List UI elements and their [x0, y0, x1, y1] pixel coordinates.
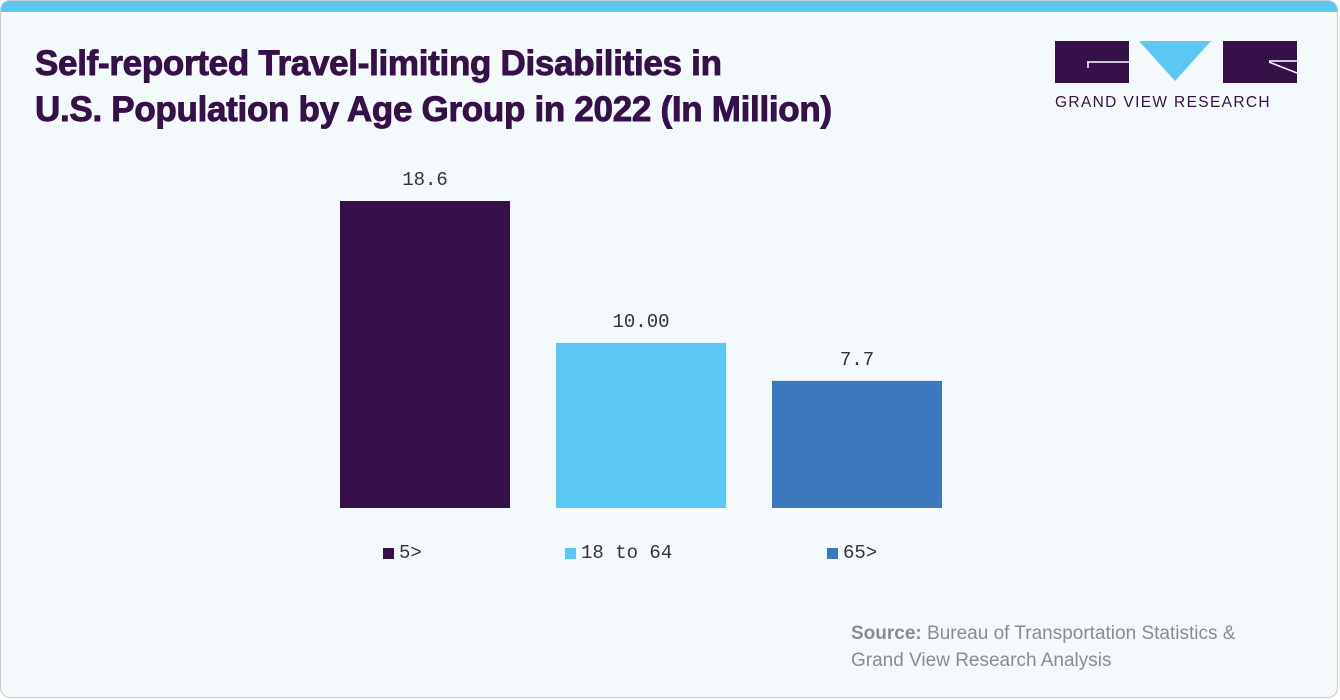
source-line-2: Grand View Research Analysis: [851, 650, 1112, 671]
chart-title-line-1: Self-reported Travel-limiting Disabiliti…: [35, 44, 723, 84]
logo-wordmark: GRAND VIEW RESEARCH: [1055, 94, 1271, 111]
legend-label-0: 5>: [399, 542, 422, 564]
legend-item-1: 18 to 64: [565, 542, 672, 564]
grand-view-research-logo: GRAND VIEW RESEARCH: [1055, 41, 1299, 113]
source-line-1: Source: Bureau of Transportation Statist…: [851, 620, 1235, 647]
legend-swatch-0: [383, 547, 394, 559]
bar-value-label-1: 10.00: [612, 311, 669, 333]
chart-title-line-2: U.S. Population by Age Group in 2022 (In…: [35, 90, 833, 130]
legend-label-2: 65>: [843, 542, 878, 564]
source-note: Source: Bureau of Transportation Statist…: [851, 620, 1235, 674]
chart-legend: 5> 18 to 64 65>: [1, 542, 1337, 566]
source-label: Source:: [851, 623, 922, 644]
legend-label-1: 18 to 64: [581, 542, 673, 564]
legend-item-0: 5>: [383, 542, 422, 564]
chart-title: Self-reported Travel-limiting Disabiliti…: [35, 41, 833, 133]
bar-value-label-0: 18.6: [402, 169, 448, 191]
bar-value-label-2: 7.7: [840, 349, 874, 371]
legend-item-2: 65>: [827, 542, 877, 564]
gvr-logo-icon: [1055, 41, 1298, 83]
accent-stripe: [1, 1, 1337, 12]
bar-1: [556, 342, 726, 508]
legend-swatch-2: [827, 547, 838, 559]
bar-0: [340, 201, 510, 508]
source-text-1: Bureau of Transportation Statistics &: [927, 623, 1236, 644]
bar-2: [772, 380, 942, 508]
legend-swatch-1: [565, 547, 576, 559]
